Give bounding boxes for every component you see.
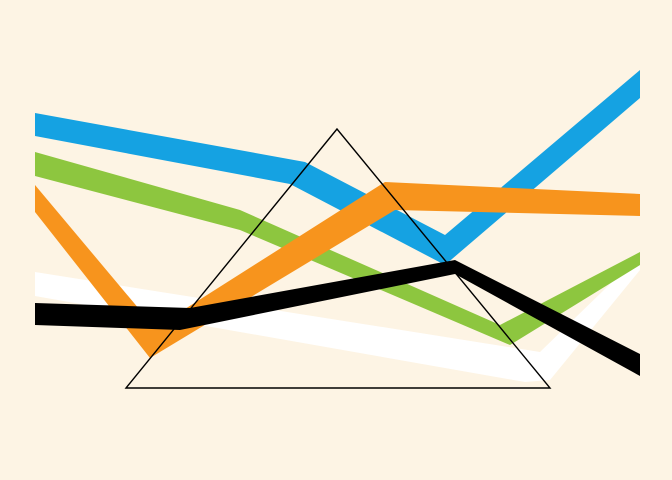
green-band	[35, 152, 640, 345]
triangle-outline	[124, 127, 552, 389]
white-band	[35, 255, 640, 382]
blue-band	[35, 70, 640, 265]
black-band	[35, 260, 640, 376]
